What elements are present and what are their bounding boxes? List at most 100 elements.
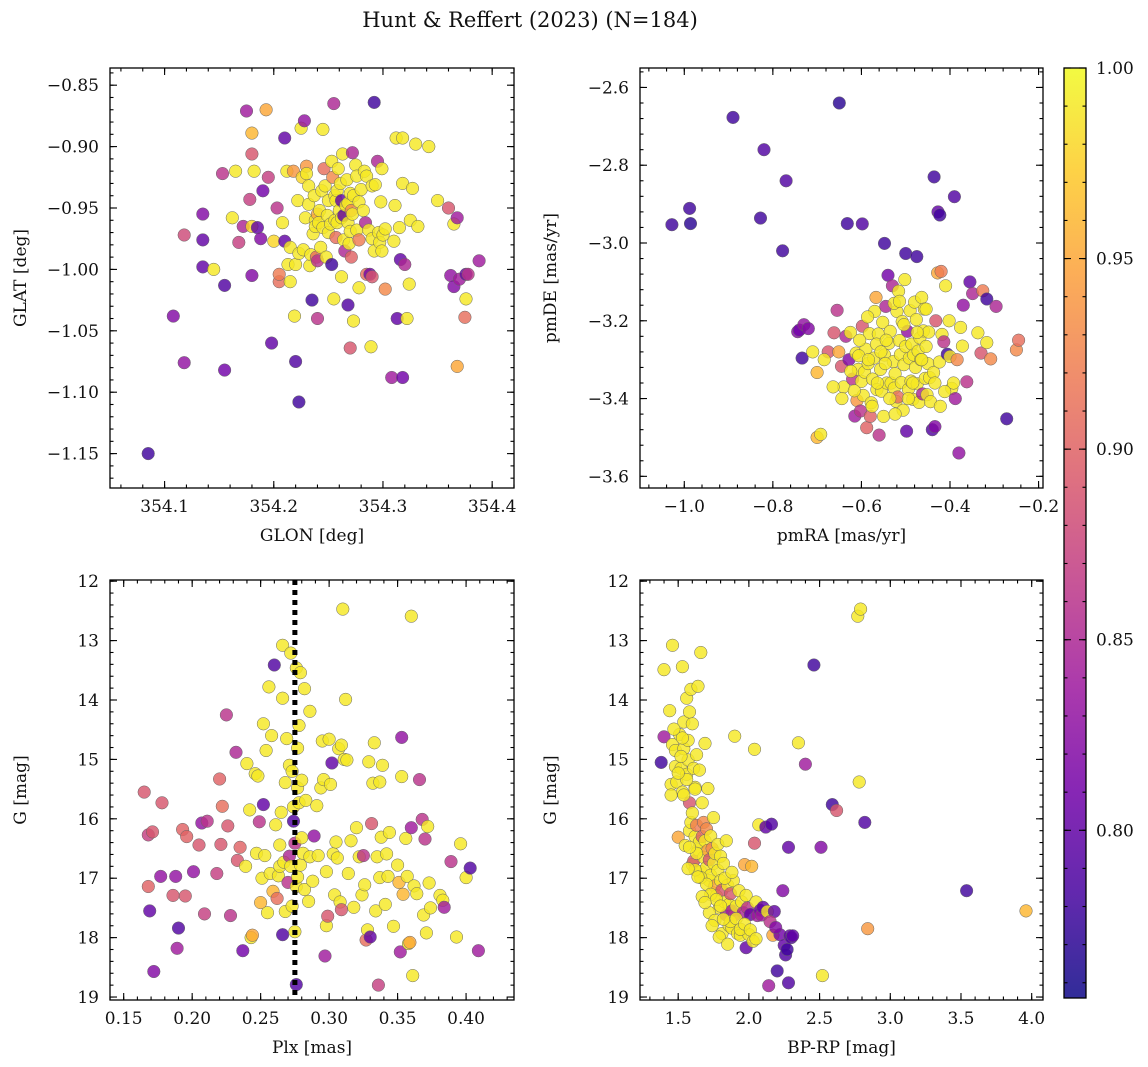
y-tick-label: −1.05 bbox=[47, 322, 99, 342]
data-point bbox=[409, 137, 423, 151]
data-point bbox=[169, 869, 183, 883]
colorbar-tick-label: 0.90 bbox=[1096, 440, 1134, 460]
y-axis-label: pmDE [mas/yr] bbox=[541, 213, 561, 343]
data-point bbox=[318, 949, 332, 963]
data-point bbox=[410, 887, 424, 901]
data-point bbox=[306, 874, 320, 888]
data-point bbox=[685, 806, 699, 820]
data-point bbox=[302, 894, 316, 908]
data-point bbox=[236, 944, 250, 958]
data-point bbox=[1019, 904, 1033, 918]
data-point bbox=[265, 729, 279, 743]
data-point bbox=[450, 211, 464, 225]
data-point bbox=[764, 817, 779, 831]
data-point bbox=[356, 203, 370, 218]
y-tick-label: −1.15 bbox=[47, 445, 99, 465]
data-point bbox=[815, 969, 829, 983]
data-point bbox=[817, 353, 831, 367]
x-tick-label: −0.8 bbox=[752, 497, 793, 517]
data-point bbox=[960, 375, 974, 389]
data-point bbox=[938, 385, 952, 399]
data-point bbox=[675, 731, 689, 745]
data-point bbox=[830, 303, 844, 317]
data-point bbox=[371, 978, 385, 992]
data-point bbox=[192, 838, 206, 852]
data-point bbox=[367, 95, 381, 109]
data-point bbox=[395, 770, 409, 784]
x-tick-label: 0.15 bbox=[105, 1009, 143, 1029]
data-point bbox=[928, 420, 942, 434]
data-point bbox=[307, 829, 321, 843]
x-tick-label: 1.5 bbox=[665, 1009, 692, 1029]
data-point bbox=[909, 313, 923, 327]
data-point bbox=[716, 912, 730, 926]
data-point bbox=[897, 318, 911, 332]
data-point bbox=[412, 773, 427, 787]
data-point bbox=[356, 849, 370, 863]
data-point bbox=[364, 340, 378, 354]
data-point bbox=[336, 602, 350, 616]
data-point bbox=[906, 376, 920, 390]
data-point bbox=[956, 298, 970, 312]
data-point bbox=[989, 299, 1003, 313]
axes-frame bbox=[109, 67, 515, 489]
data-point bbox=[776, 884, 790, 898]
data-point bbox=[701, 781, 715, 796]
data-point bbox=[419, 926, 433, 940]
data-point bbox=[922, 325, 936, 339]
data-point bbox=[171, 921, 186, 935]
data-point bbox=[299, 793, 313, 807]
x-tick-label: 2.0 bbox=[735, 1009, 762, 1029]
data-point bbox=[396, 887, 410, 901]
data-point bbox=[404, 821, 418, 835]
data-point bbox=[214, 837, 228, 851]
y-tick-label: −0.85 bbox=[47, 76, 99, 96]
data-point bbox=[270, 201, 284, 215]
data-point bbox=[422, 140, 436, 154]
data-point bbox=[375, 244, 389, 258]
data-point bbox=[929, 314, 943, 328]
data-point bbox=[341, 866, 355, 881]
scatter-points bbox=[137, 602, 485, 992]
data-point bbox=[418, 832, 432, 846]
y-tick-label: 15 bbox=[607, 750, 629, 770]
data-point bbox=[362, 755, 376, 769]
y-tick-label: −1.00 bbox=[47, 260, 99, 280]
data-point bbox=[915, 290, 929, 304]
data-point bbox=[899, 246, 913, 261]
data-point bbox=[196, 207, 210, 221]
data-point bbox=[843, 325, 857, 339]
data-point bbox=[327, 97, 341, 111]
data-point bbox=[948, 392, 962, 406]
data-point bbox=[256, 798, 270, 812]
data-point bbox=[259, 743, 273, 758]
x-tick-label: −1.0 bbox=[664, 497, 705, 517]
data-point bbox=[297, 682, 312, 696]
x-tick-label: 4.0 bbox=[1018, 1009, 1045, 1029]
data-point bbox=[694, 645, 708, 660]
x-axis-label: Plx [mas] bbox=[272, 1038, 352, 1058]
data-point bbox=[303, 704, 317, 718]
data-point bbox=[681, 862, 695, 876]
data-point bbox=[344, 250, 358, 264]
data-point bbox=[374, 195, 388, 209]
data-point bbox=[137, 785, 151, 799]
data-point bbox=[403, 935, 417, 949]
data-point bbox=[215, 799, 229, 813]
data-point bbox=[219, 708, 233, 722]
data-point bbox=[276, 638, 290, 652]
data-point bbox=[245, 126, 259, 140]
data-point bbox=[254, 232, 268, 246]
data-point bbox=[334, 903, 348, 917]
y-tick-label: 15 bbox=[77, 750, 99, 770]
y-axis-label: G [mag] bbox=[11, 755, 31, 824]
colorbar-tick-label: 0.85 bbox=[1096, 631, 1134, 651]
data-point bbox=[269, 818, 283, 832]
data-point bbox=[378, 282, 392, 296]
data-point bbox=[243, 803, 257, 817]
data-point bbox=[691, 870, 705, 884]
data-point bbox=[933, 399, 947, 413]
data-point bbox=[444, 855, 458, 869]
y-tick-label: 19 bbox=[77, 988, 99, 1008]
data-point bbox=[250, 221, 264, 235]
